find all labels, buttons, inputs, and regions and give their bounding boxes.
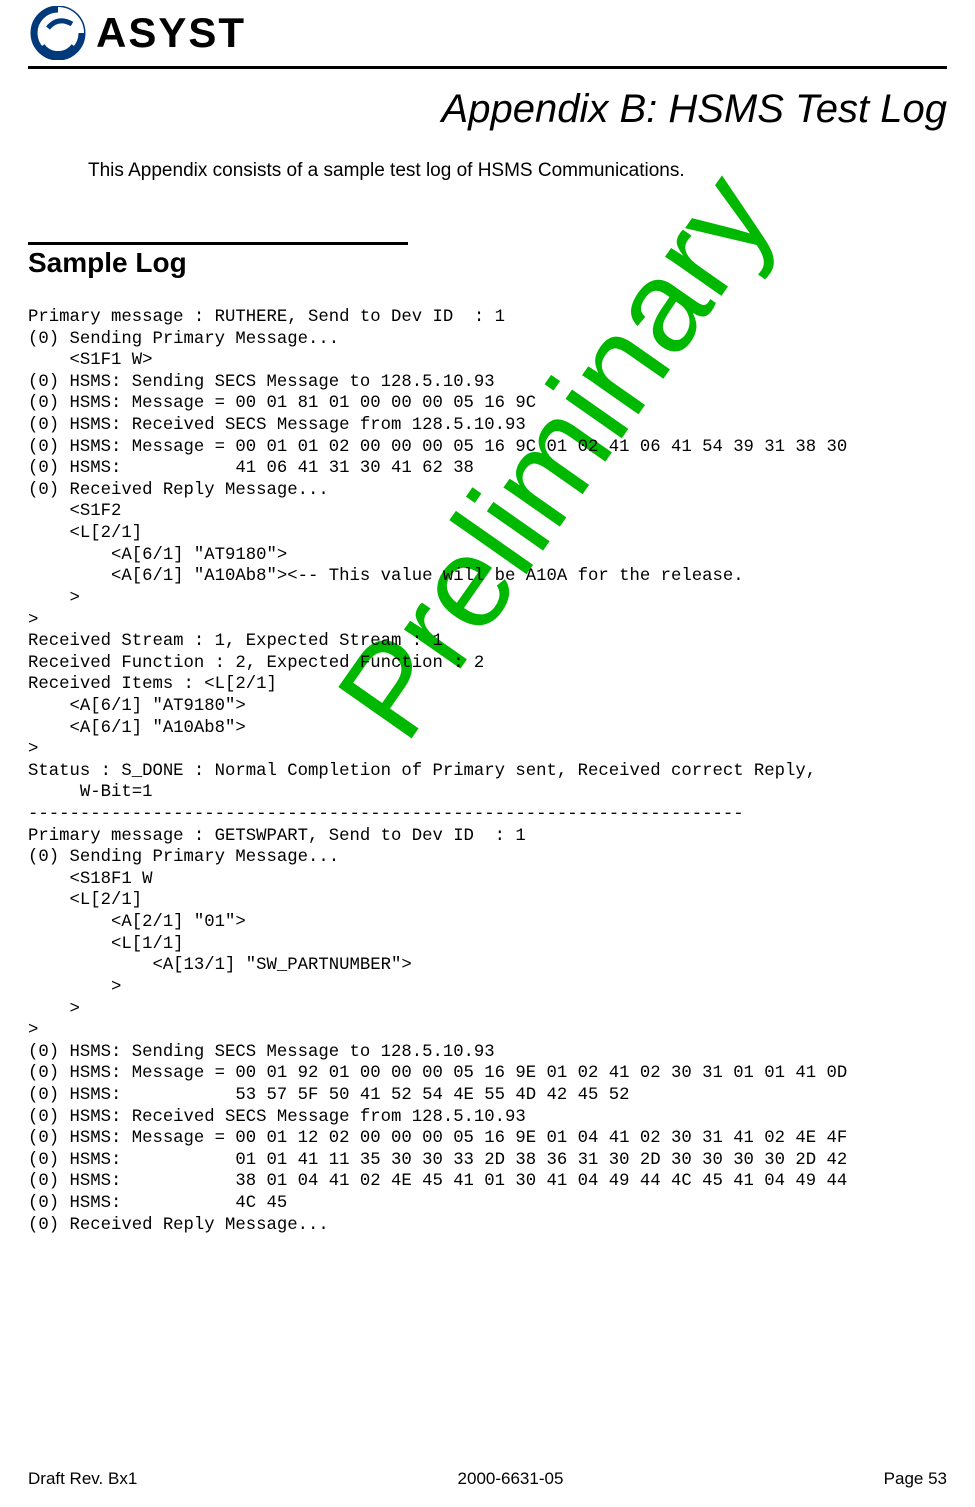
section-heading: Sample Log: [28, 247, 947, 279]
page-title: Appendix B: HSMS Test Log: [28, 87, 947, 132]
footer-center: 2000-6631-05: [458, 1469, 564, 1489]
logo-name: ASYST: [96, 9, 246, 56]
asyst-swirl-icon: [28, 6, 88, 60]
sample-log: Primary message : RUTHERE, Send to Dev I…: [28, 307, 947, 1236]
page: ASYST™ Appendix B: HSMS Test Log This Ap…: [0, 0, 975, 1507]
logo: ASYST™: [28, 6, 262, 60]
footer: Draft Rev. Bx1 2000-6631-05 Page 53: [28, 1469, 947, 1489]
header: ASYST™: [28, 0, 947, 64]
intro-paragraph: This Appendix consists of a sample test …: [88, 160, 947, 182]
footer-right: Page 53: [884, 1469, 947, 1489]
section-rule: [28, 242, 408, 245]
footer-left: Draft Rev. Bx1: [28, 1469, 137, 1489]
logo-text: ASYST™: [96, 9, 262, 57]
logo-tm: ™: [246, 0, 262, 7]
header-rule: [28, 66, 947, 69]
